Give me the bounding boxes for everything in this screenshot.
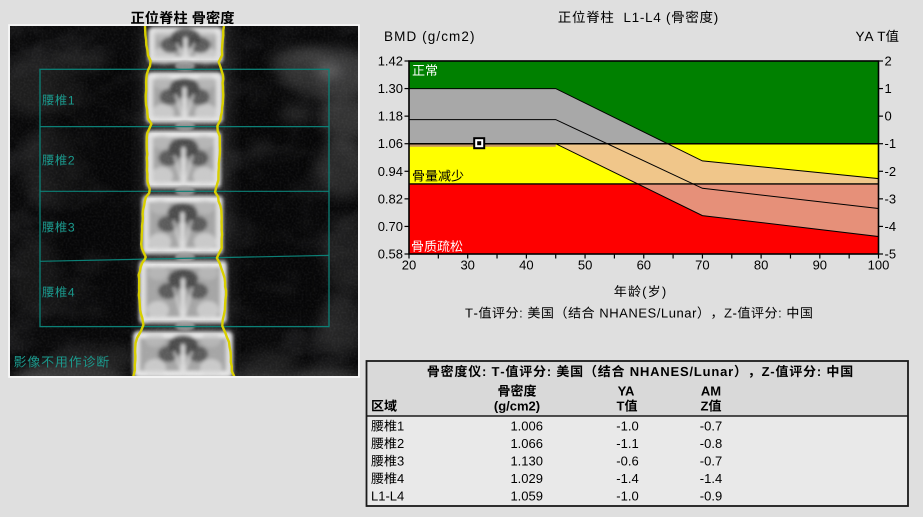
- svg-text:40: 40: [519, 258, 533, 273]
- svg-text:100: 100: [868, 258, 890, 273]
- svg-text:60: 60: [637, 258, 651, 273]
- svg-text:-2: -2: [885, 164, 897, 179]
- svg-text:0: 0: [885, 109, 892, 124]
- svg-text:-0.8: -0.8: [700, 436, 722, 451]
- svg-text:-1: -1: [885, 136, 897, 151]
- svg-text:1.066: 1.066: [510, 436, 543, 451]
- svg-text:1.42: 1.42: [378, 54, 403, 69]
- svg-text:-1.4: -1.4: [616, 471, 638, 486]
- svg-text:0.94: 0.94: [378, 164, 403, 179]
- svg-text:50: 50: [578, 258, 592, 273]
- svg-text:0.58: 0.58: [378, 247, 403, 262]
- svg-text:-3: -3: [885, 191, 897, 206]
- svg-text:-1.0: -1.0: [616, 419, 638, 434]
- svg-text:70: 70: [695, 258, 709, 273]
- svg-text:-0.7: -0.7: [700, 454, 722, 469]
- svg-text:1.130: 1.130: [510, 454, 543, 469]
- svg-text:1.059: 1.059: [510, 489, 543, 504]
- svg-text:YA: YA: [618, 384, 635, 399]
- svg-text:90: 90: [813, 258, 827, 273]
- svg-text:BMD (g/cm2): BMD (g/cm2): [384, 29, 476, 44]
- svg-text:L1-L4: L1-L4: [371, 489, 404, 504]
- svg-text:AM: AM: [701, 384, 721, 399]
- svg-text:80: 80: [754, 258, 768, 273]
- svg-text:-0.9: -0.9: [700, 489, 722, 504]
- svg-text:0.82: 0.82: [378, 191, 403, 206]
- svg-text:-0.7: -0.7: [700, 419, 722, 434]
- svg-text:1: 1: [885, 81, 892, 96]
- svg-text:-1.4: -1.4: [700, 471, 722, 486]
- svg-text:-1.0: -1.0: [616, 489, 638, 504]
- svg-text:30: 30: [460, 258, 474, 273]
- svg-text:-0.6: -0.6: [616, 454, 638, 469]
- svg-text:-5: -5: [885, 247, 897, 262]
- svg-text:1.006: 1.006: [510, 419, 543, 434]
- svg-text:20: 20: [402, 258, 416, 273]
- svg-text:1.06: 1.06: [378, 136, 403, 151]
- svg-text:1.30: 1.30: [378, 81, 403, 96]
- svg-text:-1.1: -1.1: [616, 436, 638, 451]
- svg-text:1.18: 1.18: [378, 109, 403, 124]
- svg-text:1.029: 1.029: [510, 471, 543, 486]
- svg-text:-4: -4: [885, 219, 897, 234]
- svg-text:2: 2: [885, 54, 892, 69]
- svg-text:(g/cm2): (g/cm2): [494, 399, 540, 414]
- svg-text:0.70: 0.70: [378, 219, 403, 234]
